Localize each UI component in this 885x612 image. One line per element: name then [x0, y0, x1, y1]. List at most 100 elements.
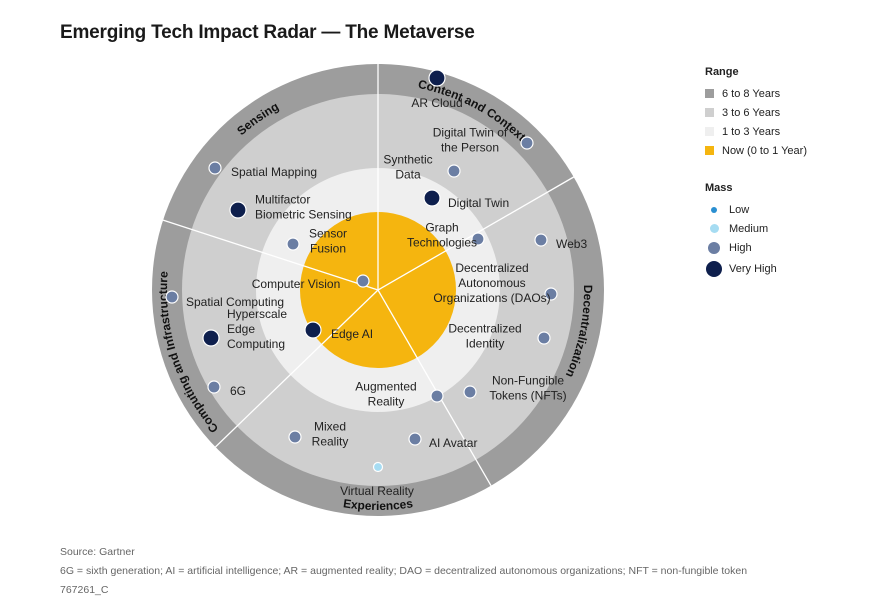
range-label: 6 to 8 Years [722, 87, 781, 100]
tech-multifactor-biometric-sensing: Multifactor Biometric Sensing [229, 193, 352, 222]
range-legend-item: Now (0 to 1 Year) [705, 141, 807, 160]
page-title: Emerging Tech Impact Radar — The Metaver… [60, 22, 475, 43]
tech-mixed-reality: Mixed Reality [288, 420, 349, 449]
tech-synthetic-data: Synthetic Data [383, 153, 461, 182]
range-label: Now (0 to 1 Year) [722, 144, 807, 157]
tech-label: Non-Fungible Tokens (NFTs) [489, 374, 566, 403]
tech-label: Mixed Reality [312, 420, 349, 449]
range-label: 1 to 3 Years [722, 125, 781, 138]
tech-dot [304, 321, 322, 339]
tech-label: Synthetic Data [383, 153, 432, 182]
tech-virtual-reality: Virtual Reality [340, 461, 414, 498]
tech-sensor-fusion: Sensor Fusion [286, 227, 347, 256]
mass-legend-item: Medium [705, 219, 777, 238]
tech-label: Spatial Mapping [231, 165, 317, 179]
technology-points: AR Cloud Digital Twin of the PersonSynthet… [165, 69, 587, 498]
tech-dot [537, 331, 551, 345]
tech-dot [430, 389, 444, 403]
mass-dot-very-high [706, 261, 722, 277]
tech-graph-technologies: Graph Technologies [407, 221, 485, 250]
tech-dot [544, 287, 558, 301]
abbreviation-note: 6G = sixth generation; AI = artificial i… [60, 565, 748, 577]
range-legend-item: 3 to 6 Years [705, 103, 807, 122]
mass-label: Very High [729, 263, 777, 275]
tech-spatial-mapping: Spatial Mapping [208, 161, 317, 179]
tech-label: AI Avatar [429, 436, 477, 450]
mass-label: High [729, 241, 752, 254]
tech-dot [356, 274, 370, 288]
tech-label: Hyperscale Edge Computing [227, 307, 287, 351]
tech-label: Computer Vision [252, 277, 341, 291]
tech-dot [202, 329, 220, 347]
mass-label: Low [729, 203, 750, 216]
range-swatch [705, 89, 714, 98]
tech-dot [471, 232, 485, 246]
source-note: Source: Gartner [60, 546, 135, 558]
tech-dot [286, 237, 300, 251]
tech-dot [447, 164, 461, 178]
mass-legend: Mass Low Medium High Very High [705, 182, 777, 281]
tech-decentralized-identity: Decentralized Identity [448, 322, 551, 351]
tech-dot [520, 136, 534, 150]
tech-6g: 6G [207, 380, 246, 398]
mass-label: Medium [729, 222, 769, 235]
tech-label: Multifactor Biometric Sensing [255, 193, 352, 222]
tech-dot [408, 432, 422, 446]
sector-divider [214, 289, 379, 448]
tech-label: Decentralized Autonomous Organizations (DA… [433, 261, 550, 305]
tech-label: Augmented Reality [355, 380, 416, 409]
tech-dot [288, 430, 302, 444]
tech-label: Decentralized Identity [448, 322, 521, 351]
tech-dot [229, 201, 247, 219]
sector-divider [377, 289, 492, 487]
range-swatch [705, 146, 714, 155]
tech-dot [428, 69, 446, 87]
tech-dot [423, 189, 441, 207]
tech-label: Graph Technologies [407, 221, 477, 250]
tech-augmented-reality: Augmented Reality [355, 380, 444, 409]
tech-dot [534, 233, 548, 247]
tech-label: Sensor Fusion [309, 227, 347, 256]
sector-label: Experiences [342, 496, 414, 513]
range-label: 3 to 6 Years [722, 106, 781, 119]
tech-computer-vision: Computer Vision [252, 274, 370, 291]
range-legend-title: Range [705, 66, 739, 78]
tech-label: Spatial Computing [186, 295, 284, 309]
tech-dot [372, 461, 384, 473]
range-legend-item: 1 to 3 Years [705, 122, 807, 141]
range-legend-item: 6 to 8 Years [705, 84, 807, 103]
mass-legend-title: Mass [705, 182, 733, 194]
tech-label: Digital Twin of the Person [433, 126, 508, 155]
tech-label: Web3 [556, 237, 587, 251]
tech-dot [165, 290, 179, 304]
tech-web3: Web3 [534, 233, 587, 251]
tech-dot [463, 385, 477, 399]
tech-dot [208, 161, 222, 175]
sector-divider [162, 219, 379, 291]
tech-label: 6G [230, 384, 246, 398]
tech-hyperscale-edge-computing: Hyperscale Edge Computing [202, 307, 287, 351]
tech-label: Virtual Reality [340, 484, 414, 498]
mass-dot-low [711, 206, 717, 213]
tech-non-fungible-tokens-nfts: Non-Fungible Tokens (NFTs) [463, 374, 567, 403]
tech-spatial-computing: Spatial Computing [165, 290, 284, 309]
tech-digital-twin-of-the-person: Digital Twin of the Person [433, 126, 534, 155]
tech-digital-twin: Digital Twin [423, 189, 509, 210]
tech-ar-cloud: AR Cloud [411, 69, 463, 110]
figure-id: 767261_C [60, 584, 109, 596]
mass-dot-high [708, 241, 720, 254]
tech-label: Edge AI [331, 327, 373, 341]
range-swatch [705, 108, 714, 117]
tech-dot [207, 380, 221, 394]
mass-legend-item: High [705, 238, 777, 257]
mass-legend-item: Very High [705, 257, 777, 281]
mass-dot-medium [709, 224, 719, 233]
range-swatch [705, 127, 714, 136]
tech-label: AR Cloud [411, 96, 462, 110]
tech-decentralized-autonomous-organizations-daos: Decentralized Autonomous Organizations (DA… [433, 261, 558, 305]
tech-label: Digital Twin [448, 196, 509, 210]
range-legend: Range 6 to 8 Years 3 to 6 Years 1 to 3 Y… [705, 66, 807, 160]
tech-edge-ai: Edge AI [304, 321, 373, 341]
mass-legend-item: Low [705, 200, 777, 219]
